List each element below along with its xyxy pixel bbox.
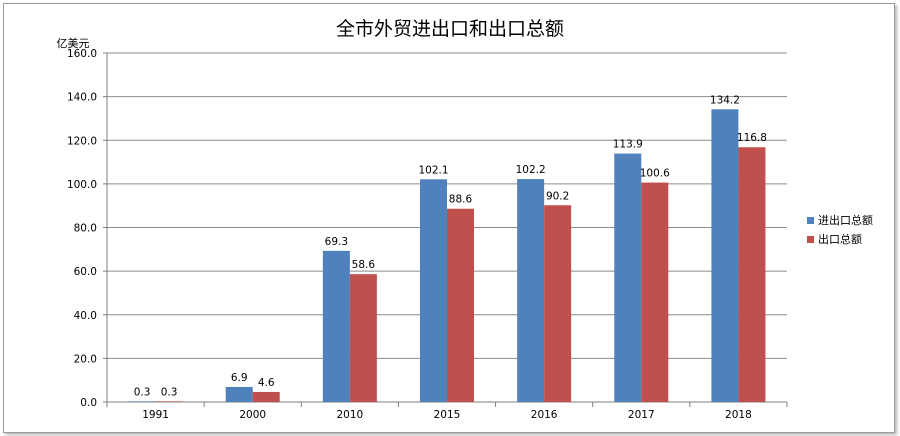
data-label: 58.6 bbox=[352, 259, 376, 271]
bar-import-export bbox=[420, 179, 447, 402]
y-tick-label: 80.0 bbox=[74, 223, 97, 235]
y-tick-label: 0.0 bbox=[80, 397, 97, 409]
bar-export bbox=[252, 391, 280, 402]
x-tick-label: 2000 bbox=[239, 409, 266, 421]
data-label: 88.6 bbox=[449, 194, 473, 206]
bars bbox=[128, 109, 766, 403]
data-label: 69.3 bbox=[325, 236, 348, 248]
y-tick-label: 140.0 bbox=[67, 92, 97, 104]
bar-import-export bbox=[322, 250, 350, 402]
y-tick-label: 40.0 bbox=[74, 310, 97, 322]
y-axis-ticks: 0.0 20.0 40.0 60.0 80.0 100.0 120.0 140.0 160.0 bbox=[67, 48, 107, 409]
bar-import-export bbox=[128, 401, 156, 402]
data-label: 6.9 bbox=[231, 372, 248, 384]
x-tick-label: 2016 bbox=[531, 409, 558, 421]
data-label: 0.3 bbox=[161, 386, 178, 398]
x-tick-label: 1991 bbox=[142, 409, 169, 421]
x-tick-label: 2010 bbox=[336, 409, 363, 421]
legend-label: 进出口总额 bbox=[818, 213, 873, 227]
bar-import-export bbox=[225, 386, 253, 402]
y-tick-label: 160.0 bbox=[67, 48, 97, 60]
bar-export bbox=[738, 147, 766, 402]
x-axis-ticks: 1991 2000 2010 2015 2016 2017 2018 bbox=[106, 402, 788, 421]
y-axis-unit-label: 亿美元 bbox=[57, 37, 90, 50]
legend-swatch bbox=[807, 217, 814, 224]
data-label: 0.3 bbox=[134, 386, 151, 398]
legend-label: 出口总额 bbox=[818, 232, 862, 246]
y-tick-label: 100.0 bbox=[67, 179, 97, 191]
data-label: 116.8 bbox=[737, 132, 767, 144]
y-tick-label: 60.0 bbox=[74, 266, 97, 278]
bar-export bbox=[544, 205, 572, 402]
data-label: 4.6 bbox=[258, 377, 275, 389]
bar-export bbox=[641, 182, 669, 402]
x-tick-label: 2015 bbox=[434, 409, 461, 421]
bar-import-export bbox=[517, 179, 545, 402]
data-label: 134.2 bbox=[710, 94, 740, 106]
y-tick-label: 120.0 bbox=[67, 135, 97, 147]
bar-import-export bbox=[614, 153, 642, 402]
data-label: 100.6 bbox=[640, 168, 670, 180]
x-tick-label: 2017 bbox=[628, 409, 655, 421]
data-label: 102.2 bbox=[516, 164, 546, 176]
data-label: 102.1 bbox=[418, 164, 448, 176]
data-label: 90.2 bbox=[546, 190, 569, 202]
bar-import-export bbox=[711, 109, 739, 403]
bar-export bbox=[349, 274, 377, 402]
x-tick-label: 2018 bbox=[725, 409, 752, 421]
data-label: 113.9 bbox=[613, 139, 643, 151]
legend-swatch bbox=[807, 236, 814, 243]
data-labels: 0.3 0.3 6.9 4.6 69.3 58.6 102.1 88.6 102.2 90.2 11… bbox=[134, 94, 767, 398]
bar-export bbox=[447, 208, 474, 402]
chart-title: 全市外贸进出口和出口总额 bbox=[336, 18, 564, 40]
y-tick-label: 20.0 bbox=[74, 353, 97, 365]
bar-export bbox=[155, 401, 183, 402]
